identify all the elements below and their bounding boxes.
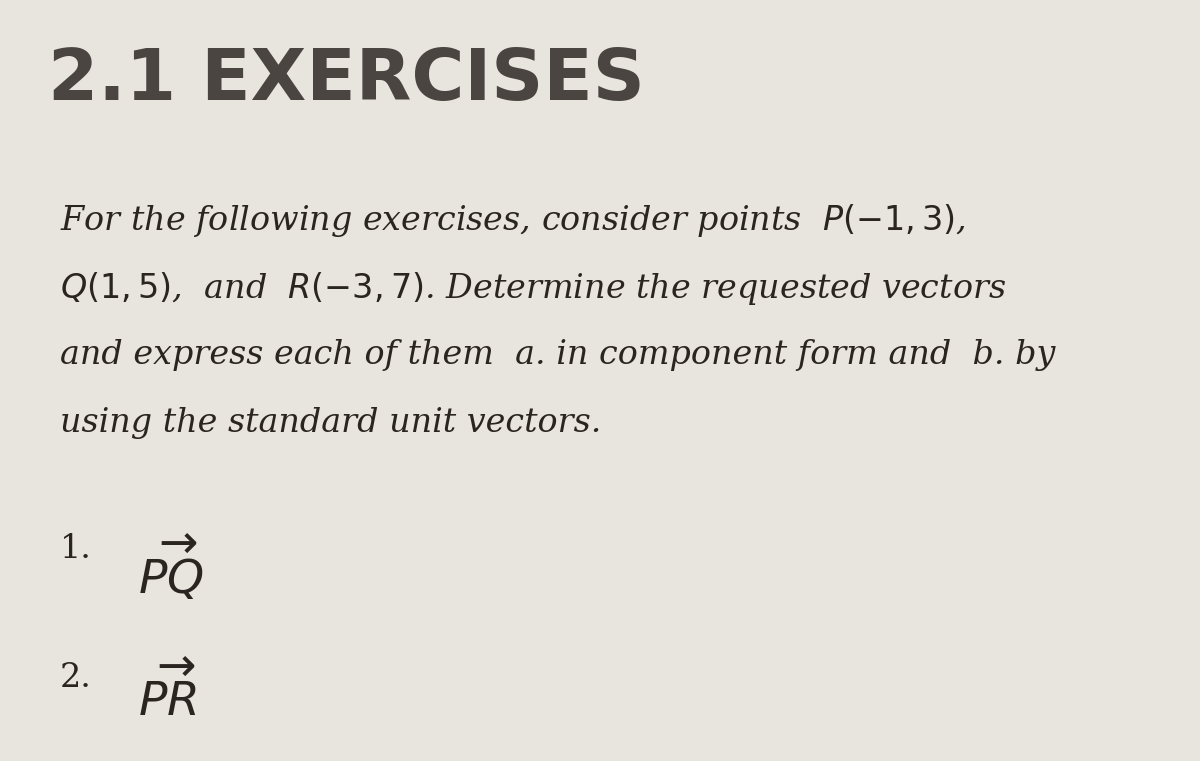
Text: $\overrightarrow{PR}$: $\overrightarrow{PR}$ bbox=[138, 662, 197, 726]
Text: $Q(1, 5)$,  and  $R(-3, 7)$. Determine the requested vectors: $Q(1, 5)$, and $R(-3, 7)$. Determine the… bbox=[60, 270, 1006, 307]
Text: 1.: 1. bbox=[60, 533, 92, 565]
Text: 2.: 2. bbox=[60, 662, 92, 694]
Text: using the standard unit vectors.: using the standard unit vectors. bbox=[60, 407, 601, 439]
Text: $\overrightarrow{PQ}$: $\overrightarrow{PQ}$ bbox=[138, 533, 204, 603]
Text: and express each of them  a. in component form and  b. by: and express each of them a. in component… bbox=[60, 339, 1055, 371]
Text: 2.1 EXERCISES: 2.1 EXERCISES bbox=[48, 46, 644, 115]
Text: For the following exercises, consider points  $P(-1, 3)$,: For the following exercises, consider po… bbox=[60, 202, 966, 239]
